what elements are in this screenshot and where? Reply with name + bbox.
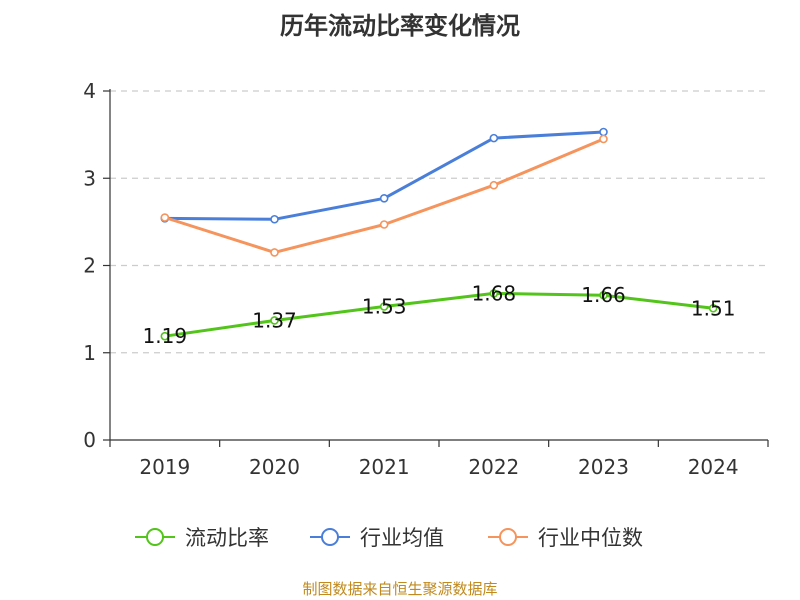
y-tick-label-2: 2 <box>83 254 96 278</box>
data-label-2020: 1.37 <box>252 308 297 332</box>
x-tick-label-2024: 2024 <box>688 455 739 479</box>
legend-label-1: 行业均值 <box>360 526 444 550</box>
data-point-s0-2020 <box>270 316 279 325</box>
legend: 流动比率 行业均值 行业中位数 <box>135 526 643 550</box>
data-point-s1-2020 <box>270 214 279 224</box>
data-point-s2-2021 <box>379 220 389 229</box>
series-line-0 <box>163 291 715 338</box>
x-tick-label-2021: 2021 <box>359 455 410 479</box>
data-point-s1-2023 <box>599 127 608 137</box>
data-label-2024: 1.51 <box>691 296 736 320</box>
data-label-2021: 1.53 <box>362 295 407 319</box>
legend-marker-2 <box>499 528 517 546</box>
data-point-s1-2022 <box>489 133 499 143</box>
data-point-s0-2021 <box>379 302 389 311</box>
data-labels: 1.19 1.37 1.53 1.68 1.66 1.51 <box>143 281 736 348</box>
legend-marker-0 <box>146 528 164 546</box>
x-tick-label-2019: 2019 <box>139 455 190 479</box>
source-note: 制图数据来自恒生聚源数据库 <box>302 580 498 598</box>
data-point-s2-2022 <box>489 180 499 190</box>
series-lines <box>160 127 718 341</box>
legend-label-2: 行业中位数 <box>538 526 643 550</box>
data-point-s2-2019 <box>160 213 170 222</box>
series-line-1 <box>163 130 605 221</box>
legend-label-0: 流动比率 <box>185 526 269 550</box>
y-tick-label-0: 0 <box>83 428 96 452</box>
data-label-2023: 1.66 <box>581 283 626 307</box>
x-tick-label-2022: 2022 <box>468 455 519 479</box>
data-point-s1-2021 <box>379 194 389 203</box>
y-tick-label-4: 4 <box>83 79 96 103</box>
data-label-2019: 1.19 <box>143 324 188 348</box>
data-point-s0-2019 <box>160 331 170 341</box>
y-tick-label-3: 3 <box>83 166 96 190</box>
data-label-2022: 1.68 <box>472 281 517 305</box>
gridlines <box>110 90 768 354</box>
data-point-s2-2023 <box>599 134 608 144</box>
legend-marker-1 <box>321 528 339 546</box>
data-point-s0-2023 <box>599 290 608 300</box>
data-point-s2-2020 <box>270 248 279 257</box>
chart-title: 历年流动比率变化情况 <box>280 12 520 40</box>
axes: 0 1 2 3 4 2019 2020 2021 2022 2023 2024 <box>83 79 769 479</box>
data-point-s0-2024 <box>708 303 718 313</box>
y-tick-label-1: 1 <box>83 341 96 365</box>
x-tick-label-2020: 2020 <box>249 455 300 479</box>
data-point-s0-2022 <box>489 289 499 298</box>
x-tick-label-2023: 2023 <box>578 455 629 479</box>
